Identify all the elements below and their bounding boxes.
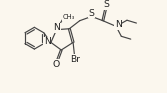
Text: S: S (104, 0, 110, 9)
Text: N: N (115, 20, 122, 29)
Text: N: N (44, 37, 51, 46)
Text: O: O (53, 60, 60, 69)
Text: S: S (88, 9, 94, 18)
Text: Br: Br (70, 55, 80, 64)
Text: CH₃: CH₃ (62, 14, 75, 20)
Text: N: N (53, 23, 60, 32)
